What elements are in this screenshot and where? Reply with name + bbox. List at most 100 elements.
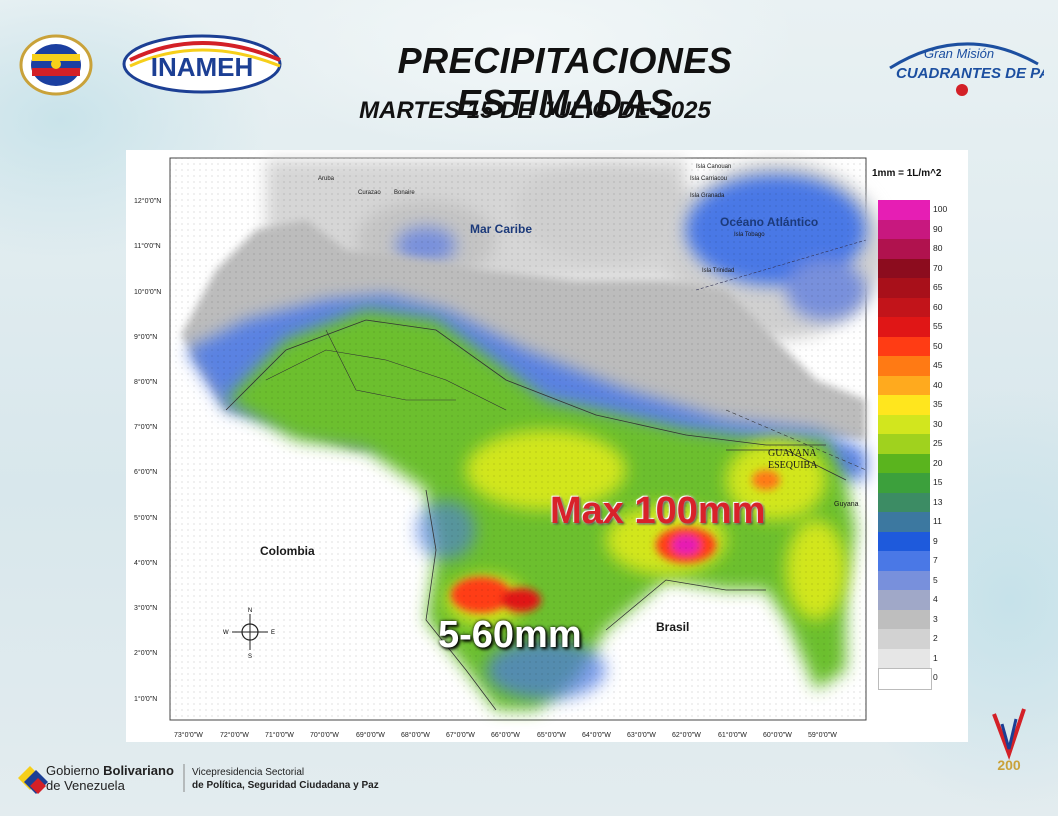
- label-guyana: Guyana: [834, 501, 859, 508]
- label-isla-carriacou: Isla Carriacou: [690, 176, 728, 182]
- label-aruba: Aruba: [318, 176, 335, 182]
- label-guayana-esequiba-1: GUAYANA: [768, 448, 817, 459]
- map-canvas: N E S W: [169, 157, 886, 721]
- legend-swatch: [878, 570, 930, 590]
- legend-title: 1mm = 1L/m^2: [872, 168, 942, 179]
- lon-label: 67°0'0"W: [446, 732, 475, 739]
- gobierno-bolivariano-logo: Gobierno Bolivariano de Venezuela Vicepr…: [18, 763, 379, 794]
- lat-label: 3°0'0"N: [134, 605, 158, 612]
- legend-swatch: [878, 239, 930, 259]
- annotation-5-60mm: 5-60mm: [438, 614, 582, 656]
- lat-label: 2°0'0"N: [134, 650, 158, 657]
- legend-label: 60: [933, 301, 943, 312]
- lon-label: 69°0'0"W: [356, 732, 385, 739]
- svg-text:Vicepresidencia Sectorial: Vicepresidencia Sectorial: [192, 767, 304, 778]
- lat-label: 12°0'0"N: [134, 198, 162, 205]
- legend-label: 55: [933, 321, 943, 331]
- legend-swatch: [878, 551, 930, 571]
- legend-label: 45: [933, 360, 943, 370]
- compass-rose-icon: N E S W: [223, 608, 275, 660]
- annotation-max-100mm: Max 100mm: [550, 490, 766, 532]
- lon-label: 68°0'0"W: [401, 732, 430, 739]
- svg-text:Gran Misión: Gran Misión: [924, 46, 994, 61]
- legend-label: 100: [933, 204, 948, 214]
- precipitation-legend: 100 90 80 70 65 60 55 50 45 40 35 30 25 20 15 13 11 9 7 5 4 3…: [878, 200, 947, 690]
- legend-swatch: [878, 414, 930, 434]
- page-title: PRECIPITACIONES ESTIMADAS: [397, 40, 733, 123]
- legend-swatch: [878, 434, 930, 454]
- label-guayana-esequiba-2: ESEQUIBA: [768, 460, 818, 471]
- legend-row: 30: [878, 414, 942, 434]
- legend-row: 50: [878, 336, 942, 356]
- legend-swatch: [878, 609, 930, 629]
- lat-label: 7°0'0"N: [134, 424, 158, 431]
- lon-label: 65°0'0"W: [537, 732, 566, 739]
- legend-swatch: [878, 200, 930, 220]
- svg-text:200: 200: [997, 757, 1021, 773]
- label-isla-trinidad: Isla Trinidad: [702, 268, 735, 274]
- legend-row: 25: [878, 434, 942, 454]
- legend-label: 1: [933, 652, 938, 663]
- legend-row: 40: [878, 375, 942, 395]
- inameh-logo-text: INAMEH: [151, 52, 254, 82]
- legend-row: 55: [878, 317, 942, 337]
- legend-swatch: [878, 629, 930, 649]
- lat-label: 8°0'0"N: [134, 379, 158, 386]
- lon-label: 62°0'0"W: [672, 732, 701, 739]
- legend-row: 20: [878, 453, 942, 473]
- legend-label: 2: [933, 633, 938, 643]
- legend-label: 25: [933, 438, 943, 448]
- label-isla-tobago: Isla Tobago: [734, 232, 765, 238]
- lat-label: 10°0'0"N: [134, 289, 162, 296]
- label-oceano-atlantico: Océano Atlántico: [720, 215, 819, 229]
- lat-label: 11°0'0"N: [134, 243, 161, 250]
- legend-swatch: [878, 258, 930, 278]
- svg-text:N: N: [248, 608, 252, 614]
- lon-label: 66°0'0"W: [491, 732, 520, 739]
- legend-swatch: [878, 492, 930, 512]
- label-colombia: Colombia: [260, 544, 315, 558]
- lon-label: 71°0'0"W: [265, 732, 294, 739]
- legend-swatch: [878, 375, 930, 395]
- lon-label: 64°0'0"W: [582, 732, 611, 739]
- lat-label: 4°0'0"N: [134, 560, 158, 567]
- legend-label: 70: [933, 262, 943, 273]
- legend-row: 35: [878, 395, 942, 415]
- legend-row: 65: [878, 278, 942, 298]
- legend-swatch: [878, 590, 930, 610]
- legend-label: 50: [933, 340, 943, 351]
- legend-swatch: [878, 297, 930, 317]
- legend-swatch: [878, 453, 930, 473]
- legend-swatch: [878, 336, 930, 356]
- legend-label: 35: [933, 399, 943, 409]
- legend-row: 1: [878, 648, 938, 668]
- legend-label: 30: [933, 418, 943, 429]
- legend-row: 5: [878, 570, 938, 590]
- legend-row: 15: [878, 473, 942, 493]
- legend-swatch: [878, 648, 930, 668]
- lat-label: 9°0'0"N: [134, 334, 158, 341]
- legend-label: 0: [933, 672, 938, 682]
- legend-label: 40: [933, 379, 943, 390]
- legend-label: 9: [933, 535, 938, 546]
- cuadrantes-de-paz-logo: Gran Misión CUADRANTES DE PAZ: [889, 42, 1044, 96]
- lat-label: 1°0'0"N: [134, 696, 158, 703]
- legend-row: 11: [878, 512, 942, 532]
- lon-label: 60°0'0"W: [763, 732, 792, 739]
- legend-label: 3: [933, 613, 938, 624]
- svg-text:de Política, Seguridad Ciudada: de Política, Seguridad Ciudadana y Paz: [192, 780, 379, 791]
- legend-row: 60: [878, 297, 942, 317]
- svg-text:W: W: [223, 630, 229, 636]
- label-curazao: Curazao: [358, 190, 381, 196]
- legend-label: 80: [933, 243, 943, 253]
- legend-row: 90: [878, 219, 942, 239]
- svg-text:CUADRANTES DE PAZ: CUADRANTES DE PAZ: [896, 65, 1044, 82]
- label-bonaire: Bonaire: [394, 190, 415, 196]
- legend-row: 80: [878, 239, 942, 259]
- legend-swatch: [878, 668, 932, 690]
- legend-row: 70: [878, 258, 942, 278]
- legend-swatch: [878, 356, 930, 376]
- label-mar-caribe: Mar Caribe: [470, 222, 533, 236]
- lat-label: 5°0'0"N: [134, 515, 158, 522]
- legend-row: 7: [878, 551, 938, 571]
